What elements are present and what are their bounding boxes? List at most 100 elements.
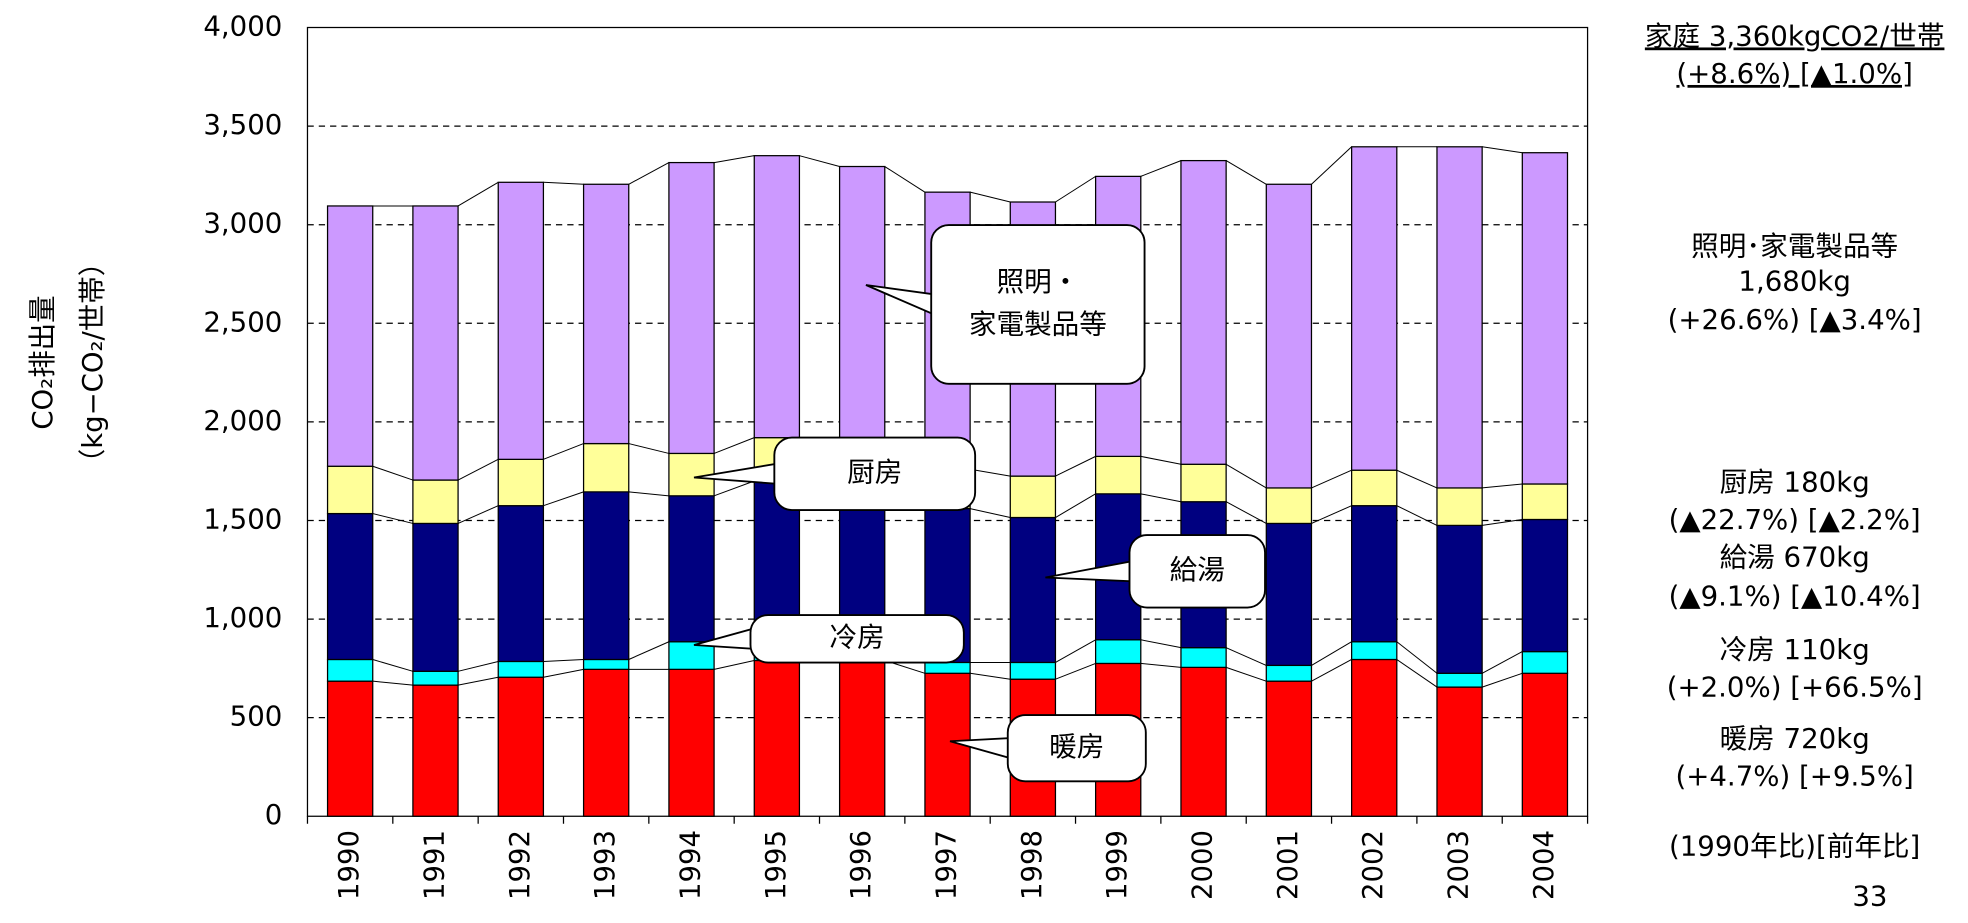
connector <box>628 162 670 185</box>
connector <box>1396 641 1438 674</box>
connector <box>970 672 1011 680</box>
connector <box>1396 505 1438 526</box>
callout-tail <box>1045 560 1133 583</box>
x-tick-label: 1996 <box>845 830 877 900</box>
bar-segment <box>1094 639 1142 665</box>
bar-segment <box>582 658 630 670</box>
callout-patch <box>932 295 938 314</box>
x-tick-label: 1999 <box>1101 830 1133 900</box>
connector <box>970 508 1011 518</box>
connector <box>1055 175 1096 203</box>
connector <box>969 191 1011 203</box>
connector <box>713 480 755 497</box>
y-tick-label: 500 <box>230 701 283 733</box>
side-note: 1,680kg <box>1738 266 1851 298</box>
bar-segment <box>924 661 971 674</box>
callout-label: 照明・ <box>996 266 1079 298</box>
y-tick-label: 1,000 <box>203 602 282 634</box>
connector <box>1140 493 1182 503</box>
bar-segment <box>497 676 545 817</box>
bar-segment <box>1009 475 1057 519</box>
connector <box>1225 501 1267 524</box>
connector <box>1311 146 1352 185</box>
y-axis-label: CO₂排出量 <box>27 295 59 429</box>
y-tick-label: 3,500 <box>203 109 282 141</box>
bar-segment <box>1521 483 1569 521</box>
bar-segment <box>582 183 630 445</box>
bar-segment <box>326 465 374 515</box>
bar-segment <box>412 670 459 686</box>
side-note: (+2.0%) [+66.5%] <box>1667 672 1923 704</box>
bar-segment <box>582 668 630 817</box>
bar-segment <box>1436 146 1483 489</box>
connector <box>457 676 499 686</box>
connector <box>1140 662 1182 668</box>
x-tick-label: 2004 <box>1528 830 1560 900</box>
callout: 冷房 <box>693 614 965 664</box>
bar-segment <box>1521 152 1569 485</box>
connector <box>1055 639 1096 663</box>
bar-segment <box>1094 455 1142 495</box>
connector <box>1225 160 1267 185</box>
connector <box>1482 146 1523 154</box>
callout-box <box>1006 714 1147 783</box>
bar-segment <box>1009 516 1057 664</box>
connector <box>714 155 755 164</box>
bar-segment <box>753 155 801 439</box>
side-note: (▲22.7%) [▲2.2%] <box>1669 504 1921 536</box>
bar-segment <box>1265 487 1313 525</box>
connector <box>1225 666 1267 682</box>
connector <box>1311 505 1352 524</box>
bar-segment <box>497 660 545 678</box>
x-tick-label: 2000 <box>1187 830 1219 900</box>
chart-body: 0 500 1,000 1,500 2,000 2,500 3,000 3,500 4,000 C… <box>27 11 1945 913</box>
bar-segment <box>326 680 374 817</box>
y-tick-label: 0 <box>265 799 283 831</box>
callout-box <box>930 224 1146 385</box>
bar-segment <box>1009 661 1057 680</box>
x-tick-label: 1994 <box>674 830 706 900</box>
callout: 給湯 <box>1045 534 1266 609</box>
bar-segment <box>1180 666 1227 817</box>
x-tick-label: 2002 <box>1357 830 1389 900</box>
connector <box>1481 672 1523 688</box>
connector <box>1055 455 1096 477</box>
connector <box>1311 469 1352 489</box>
connector <box>970 468 1011 477</box>
bar-segment <box>1436 686 1483 817</box>
page-number: 33 <box>1852 881 1887 913</box>
x-tick-label: 2003 <box>1443 830 1475 900</box>
bar-segment <box>497 458 545 507</box>
connector <box>457 181 499 207</box>
callout-patch <box>751 630 757 648</box>
connector <box>1311 659 1352 682</box>
bar-segment <box>838 659 886 817</box>
side-note: 冷房 110kg <box>1720 634 1870 666</box>
callout: 暖房 <box>949 714 1147 783</box>
x-tick-label: 1992 <box>504 830 536 900</box>
connector <box>457 660 499 672</box>
connector <box>457 505 499 524</box>
side-note: (1990年比)[前年比] <box>1669 831 1920 863</box>
connector <box>372 680 413 686</box>
bar-segment <box>1351 505 1398 643</box>
bar-segment <box>1436 524 1483 674</box>
bar-segment <box>326 512 374 661</box>
y-tick-label: 1,500 <box>203 504 282 536</box>
bar-segment <box>1265 664 1313 682</box>
bar-segment <box>412 205 459 481</box>
callout: 厨房 <box>693 436 977 511</box>
connector <box>1055 493 1096 518</box>
side-note: (+8.6%) [▲1.0%] <box>1676 58 1912 90</box>
x-tick-label: 2001 <box>1272 830 1304 900</box>
callout-patch <box>775 465 781 483</box>
connector <box>372 513 414 524</box>
callout-label: 厨房 <box>847 457 902 489</box>
bar-segment <box>1180 159 1227 465</box>
bar-segment <box>838 165 886 443</box>
bar-segment <box>412 479 459 525</box>
connector <box>457 458 499 481</box>
callout: 照明・家電製品等 <box>865 224 1146 385</box>
bar-segment <box>412 522 459 672</box>
